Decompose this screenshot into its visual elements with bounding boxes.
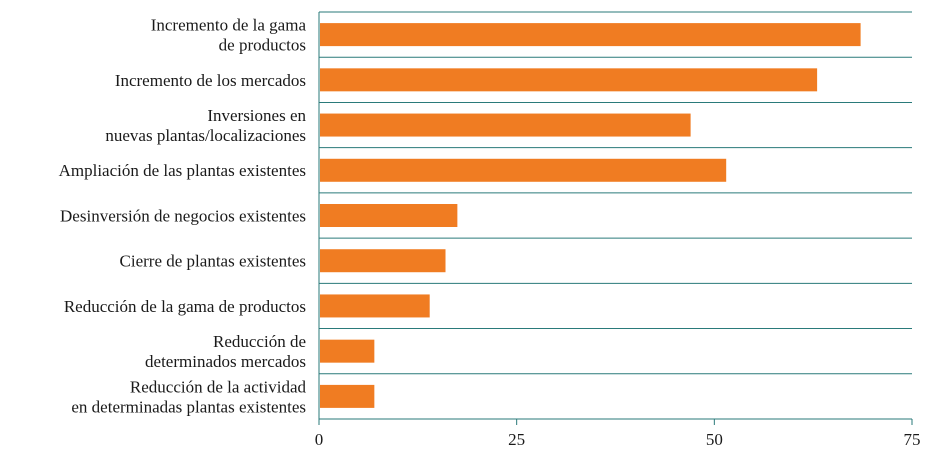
- category-label-line: Reducción de la actividad: [130, 377, 307, 396]
- category-label-line: nuevas plantas/localizaciones: [105, 126, 306, 145]
- category-label-line: determinados mercados: [145, 352, 306, 371]
- category-label: Incremento de la gama de productos: [151, 16, 307, 55]
- bar: [320, 384, 375, 408]
- bar: [320, 68, 818, 92]
- category-label-line: Ampliación de las plantas existentes: [59, 161, 306, 180]
- x-tick-label: 50: [706, 430, 723, 449]
- category-label: Cierre de plantas existentes: [120, 252, 306, 271]
- category-label-line: de productos: [219, 36, 306, 55]
- category-label: Reducción de la actividad en determinadas…: [71, 377, 306, 416]
- category-label-line: Incremento de los mercados: [115, 71, 306, 90]
- x-axis: 0 25 50 75: [315, 12, 921, 449]
- bar: [320, 339, 375, 363]
- category-label: Incremento de los mercados: [115, 71, 306, 90]
- category-label: Ampliación de las plantas existentes: [59, 161, 306, 180]
- category-label-line: Reducción de: [213, 332, 306, 351]
- bar: [320, 113, 691, 137]
- category-label: Reducción de la gama de productos: [64, 297, 306, 316]
- bar: [320, 294, 430, 318]
- x-tick-label: 0: [315, 430, 324, 449]
- category-label: Inversiones en nuevas plantas/localizacio…: [105, 106, 306, 145]
- bar: [320, 204, 458, 227]
- bar: [320, 249, 446, 273]
- category-label: Desinversión de negocios existentes: [60, 206, 306, 225]
- grid-lines: [319, 11, 912, 375]
- category-label-line: Desinversión de negocios existentes: [60, 206, 306, 225]
- category-label: Reducción de determinados mercados: [145, 332, 306, 371]
- category-label-line: Reducción de la gama de productos: [64, 297, 306, 316]
- bars: [320, 23, 861, 408]
- category-label-line: Inversiones en: [207, 106, 306, 125]
- category-labels: Incremento de la gama de productosIncreme…: [59, 16, 307, 417]
- category-label-line: en determinadas plantas existentes: [71, 397, 306, 416]
- x-tick-label: 25: [508, 430, 525, 449]
- category-label-line: Cierre de plantas existentes: [120, 252, 306, 271]
- bar: [320, 158, 727, 182]
- bar: [320, 23, 861, 47]
- category-label-line: Incremento de la gama: [151, 16, 307, 35]
- x-tick-label: 75: [904, 430, 921, 449]
